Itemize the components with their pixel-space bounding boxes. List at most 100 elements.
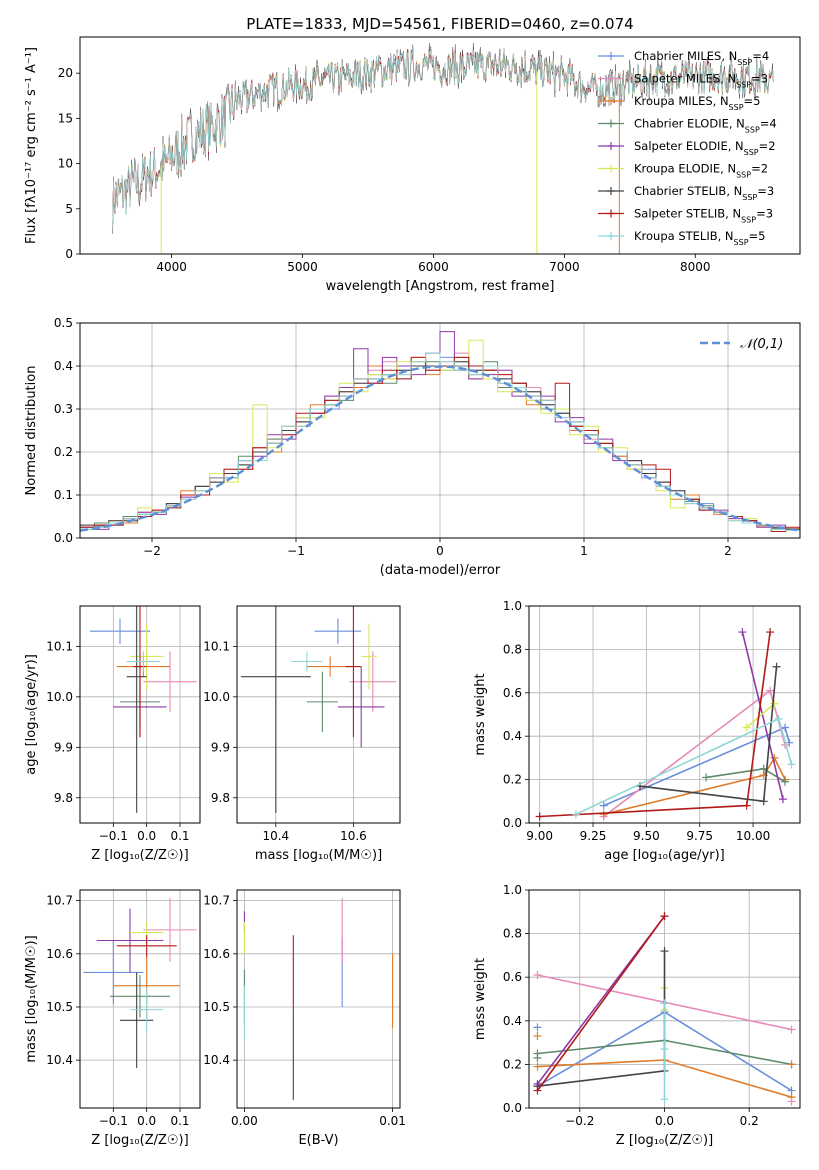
axes-frame xyxy=(528,605,801,824)
data-marker xyxy=(607,187,615,195)
legend-label: Salpeter STELIB, NSSP=3 xyxy=(634,207,773,225)
plot-area xyxy=(535,628,796,821)
y-tick-label: 9.9 xyxy=(211,740,230,754)
y-tick-label: 0.8 xyxy=(503,642,522,656)
weight-line xyxy=(603,756,786,816)
y-tick-label: 5 xyxy=(65,202,73,216)
x-tick-label: 0.0 xyxy=(137,829,156,843)
y-tick-label: 0.0 xyxy=(503,816,522,830)
data-marker xyxy=(599,810,608,819)
axes-frame xyxy=(79,889,201,1109)
data-marker xyxy=(781,723,790,732)
legend-label: Salpeter MILES, NSSP=3 xyxy=(634,72,768,90)
data-marker xyxy=(660,999,669,1008)
x-tick-label: −0.1 xyxy=(99,829,128,843)
x-axis-label: E(B-V) xyxy=(298,1133,338,1148)
axes-frame xyxy=(236,605,401,824)
data-marker xyxy=(533,1062,542,1071)
legend-label: Kroupa MILES, NSSP=5 xyxy=(634,94,760,112)
x-tick-label: 10.00 xyxy=(736,829,770,843)
data-marker xyxy=(787,1060,796,1069)
y-tick-label: 0.6 xyxy=(503,970,522,984)
plot-area xyxy=(80,331,800,532)
legend-label: Kroupa ELODIE, NSSP=2 xyxy=(634,162,768,180)
y-tick-label: 0.2 xyxy=(54,445,73,459)
axes-frame xyxy=(79,36,801,255)
data-marker xyxy=(533,1086,542,1095)
panel-4: 10.4 10.6 9.8 9.9 10.0 10.1 mass [log₁₀(M/M☉)] xyxy=(203,605,401,863)
x-tick-label: 0.00 xyxy=(231,1114,258,1128)
x-tick-label: 1 xyxy=(580,544,588,558)
data-marker xyxy=(660,1045,669,1054)
x-tick-label: 10.6 xyxy=(340,829,367,843)
weight-line xyxy=(746,702,775,729)
plot-area xyxy=(83,897,197,1069)
data-marker xyxy=(766,686,775,695)
data-marker xyxy=(607,52,615,60)
data-marker xyxy=(785,738,794,747)
data-marker xyxy=(607,209,615,218)
y-tick-label: 9.8 xyxy=(211,791,230,805)
figure-title: PLATE=1833, MJD=54561, FIBERID=0460, z=0… xyxy=(246,15,633,33)
spectrum-line-kroupa_stelib xyxy=(112,49,774,227)
data-marker xyxy=(660,1095,669,1104)
y-tick-label: 0.0 xyxy=(503,1101,522,1115)
y-axis-label: age [log₁₀(age/yr)] xyxy=(24,654,39,775)
y-tick-label: 10.6 xyxy=(203,947,230,961)
y-axis-label: Flux [fλ10⁻¹⁷ erg cm⁻² s⁻¹ A⁻¹] xyxy=(24,47,39,244)
y-tick-label: 0.3 xyxy=(54,402,73,416)
y-tick-label: 15 xyxy=(58,111,73,125)
data-marker xyxy=(778,795,787,804)
y-tick-label: 0.4 xyxy=(54,359,73,373)
legend-label: Kroupa STELIB, NSSP=5 xyxy=(634,229,765,247)
weight-line xyxy=(536,915,666,1092)
x-tick-label: −0.1 xyxy=(99,1114,128,1128)
y-tick-label: 10.5 xyxy=(203,1000,230,1014)
axes-frame xyxy=(79,322,801,539)
data-marker xyxy=(742,801,751,810)
y-tick-label: 10.1 xyxy=(46,639,73,653)
weight-line xyxy=(539,631,771,818)
data-marker xyxy=(533,1032,542,1041)
data-marker xyxy=(738,628,747,637)
y-tick-label: 0.2 xyxy=(503,1057,522,1071)
x-tick-label: 9.00 xyxy=(526,829,553,843)
panel-6: −0.1 0.0 0.1 10.4 10.5 10.6 10.7 Z [log₁₀(Z/Z☉)… xyxy=(24,889,201,1148)
y-tick-label: 10.7 xyxy=(203,894,230,908)
y-tick-label: 20 xyxy=(58,66,73,80)
x-tick-label: 7000 xyxy=(549,260,580,274)
data-marker xyxy=(772,662,781,671)
axes-frame xyxy=(528,889,801,1109)
y-tick-label: 10.4 xyxy=(46,1053,73,1067)
y-tick-label: 9.8 xyxy=(54,791,73,805)
x-tick-label: 5000 xyxy=(287,260,318,274)
axes-frame xyxy=(236,889,401,1109)
x-tick-label: 0.0 xyxy=(655,1114,674,1128)
y-axis-label: Normed distribution xyxy=(24,366,39,496)
data-marker xyxy=(599,801,608,810)
y-tick-label: 10.4 xyxy=(203,1053,230,1067)
y-tick-label: 10.1 xyxy=(203,639,230,653)
axes-frame xyxy=(79,605,201,824)
plot-area xyxy=(243,897,394,1101)
x-tick-label: 0.2 xyxy=(740,1114,759,1128)
data-marker xyxy=(770,753,779,762)
plot-area xyxy=(90,606,197,813)
data-marker xyxy=(607,74,615,83)
data-marker xyxy=(770,699,779,708)
x-tick-label: −0.2 xyxy=(565,1114,594,1128)
x-tick-label: 0.1 xyxy=(170,1114,189,1128)
weight-line xyxy=(603,689,786,818)
legend-label: Salpeter ELODIE, NSSP=2 xyxy=(634,139,776,157)
weight-line xyxy=(741,631,784,800)
data-marker xyxy=(660,947,669,956)
data-marker xyxy=(533,1053,542,1062)
x-axis-label: wavelength [Angstrom, rest frame] xyxy=(326,279,555,294)
x-tick-label: 9.25 xyxy=(580,829,607,843)
data-marker xyxy=(774,714,783,723)
y-tick-label: 0.4 xyxy=(503,1014,522,1028)
data-marker xyxy=(533,971,542,980)
data-marker xyxy=(660,912,669,921)
data-marker xyxy=(607,142,615,150)
